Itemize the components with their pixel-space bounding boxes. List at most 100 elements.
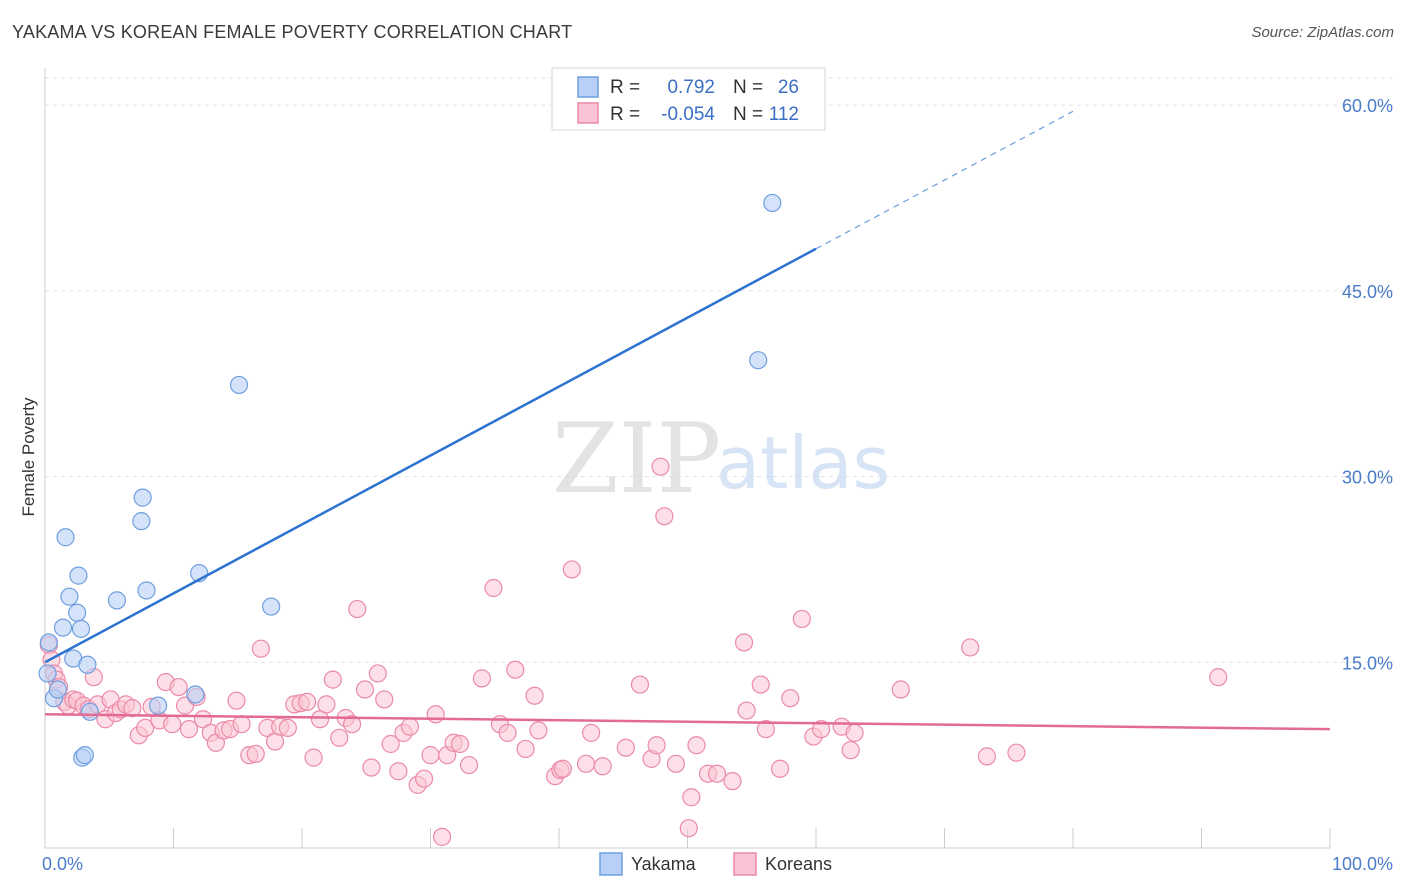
legend-korean-n-label: N = bbox=[733, 104, 763, 125]
korean-point-83 bbox=[576, 754, 596, 773]
korean-point-52 bbox=[343, 715, 362, 734]
trend-lines bbox=[44, 110, 1331, 731]
korean-point-34 bbox=[227, 691, 246, 710]
korean-point-37 bbox=[246, 744, 265, 764]
korean-point-61 bbox=[400, 717, 420, 736]
yakama-point-22 bbox=[229, 375, 249, 395]
korean-point-106 bbox=[812, 720, 831, 739]
watermark-zip: ZIP bbox=[552, 403, 721, 515]
korean-point-45 bbox=[298, 692, 317, 712]
korean-point-108 bbox=[841, 741, 860, 760]
y-tick-label-30: 30.0% bbox=[1342, 468, 1393, 488]
legend-yakama-swatch bbox=[577, 76, 599, 98]
korean-point-70 bbox=[459, 755, 479, 775]
bottom-legend-korean-swatch bbox=[733, 852, 757, 876]
yakama-point-0 bbox=[38, 664, 57, 683]
yakama-trend-extension bbox=[815, 110, 1074, 250]
korean-point-25 bbox=[169, 677, 188, 697]
korean-point-71 bbox=[472, 669, 491, 688]
korean-point-74 bbox=[498, 723, 517, 742]
korean-point-48 bbox=[317, 695, 336, 714]
y-tick-label-15: 15.0% bbox=[1342, 653, 1393, 673]
korean-point-101 bbox=[756, 720, 775, 739]
korean-point-82 bbox=[562, 560, 581, 579]
korean-point-77 bbox=[525, 686, 544, 705]
korean-point-98 bbox=[734, 633, 754, 652]
yakama-point-5 bbox=[56, 528, 75, 547]
korean-point-89 bbox=[647, 736, 666, 755]
chart-title: YAKAMA VS KOREAN FEMALE POVERTY CORRELAT… bbox=[12, 22, 573, 42]
korean-point-65 bbox=[426, 705, 445, 724]
korean-point-42 bbox=[278, 718, 297, 738]
korean-point-91 bbox=[655, 507, 674, 526]
yakama-point-3 bbox=[48, 680, 67, 699]
korean-point-20 bbox=[136, 718, 155, 738]
korean-trend-line bbox=[44, 713, 1331, 731]
bottom-legend: Yakama Koreans bbox=[599, 852, 832, 876]
x-tick-label-min: 0.0% bbox=[42, 854, 83, 874]
korean-point-18 bbox=[123, 698, 142, 718]
korean-point-109 bbox=[845, 723, 864, 742]
yakama-point-6 bbox=[60, 587, 79, 606]
legend-korean-r-label: R = bbox=[610, 104, 640, 125]
yakama-point-10 bbox=[71, 619, 91, 638]
korean-point-81 bbox=[553, 759, 572, 778]
korean-point-92 bbox=[666, 754, 686, 773]
yakama-point-19 bbox=[148, 696, 168, 715]
yakama-point-25 bbox=[763, 193, 782, 213]
yakama-point-9 bbox=[69, 566, 88, 585]
korean-point-110 bbox=[891, 680, 910, 699]
bottom-legend-yakama-swatch bbox=[599, 852, 623, 876]
yakama-trend-line bbox=[44, 247, 817, 664]
watermark-atlas: atlas bbox=[716, 421, 890, 505]
korean-point-96 bbox=[707, 764, 727, 783]
x-tick-label-max: 100.0% bbox=[1332, 854, 1393, 874]
korean-point-84 bbox=[582, 723, 601, 742]
yakama-point-23 bbox=[262, 597, 281, 616]
yakama-point-24 bbox=[749, 351, 768, 370]
korean-point-114 bbox=[1209, 668, 1228, 687]
gridlines bbox=[45, 77, 1395, 663]
y-tick-label-45: 45.0% bbox=[1342, 282, 1393, 302]
korean-series bbox=[39, 457, 1228, 846]
watermark: ZIP atlas bbox=[552, 403, 890, 515]
yakama-point-13 bbox=[78, 655, 97, 674]
korean-point-24 bbox=[163, 715, 182, 734]
y-tick-labels: 15.0% 30.0% 45.0% 60.0% bbox=[1342, 96, 1393, 673]
korean-point-115 bbox=[679, 819, 698, 838]
korean-point-76 bbox=[516, 739, 535, 759]
y-axis-label: Female Poverty bbox=[19, 397, 38, 517]
korean-point-75 bbox=[506, 660, 525, 679]
yakama-point-14 bbox=[80, 702, 100, 721]
y-tick-label-60: 60.0% bbox=[1342, 96, 1393, 116]
yakama-point-8 bbox=[68, 603, 87, 622]
korean-point-55 bbox=[362, 758, 381, 777]
korean-point-72 bbox=[484, 578, 503, 598]
yakama-point-15 bbox=[107, 591, 127, 610]
yakama-point-17 bbox=[133, 488, 152, 507]
legend-korean-swatch bbox=[577, 102, 599, 124]
korean-point-94 bbox=[687, 736, 706, 755]
korean-point-86 bbox=[616, 738, 635, 757]
legend: R = 0.792 N = 26 R = -0.054 N = 112 bbox=[551, 67, 826, 131]
legend-yakama-n-label: N = bbox=[733, 77, 763, 98]
korean-point-99 bbox=[737, 701, 756, 720]
korean-point-97 bbox=[723, 772, 742, 791]
korean-point-64 bbox=[421, 746, 440, 765]
korean-point-78 bbox=[529, 721, 548, 740]
bottom-legend-yakama-label: Yakama bbox=[631, 854, 697, 874]
korean-point-35 bbox=[232, 715, 251, 734]
korean-point-111 bbox=[961, 638, 980, 657]
yakama-point-4 bbox=[53, 618, 73, 637]
korean-point-102 bbox=[770, 759, 790, 778]
source-label: Source: ZipAtlas.com bbox=[1251, 24, 1394, 41]
korean-point-49 bbox=[323, 670, 342, 689]
legend-yakama-n-value: 26 bbox=[778, 77, 799, 98]
korean-point-46 bbox=[304, 748, 323, 767]
korean-point-63 bbox=[414, 769, 434, 788]
korean-point-87 bbox=[630, 675, 650, 694]
x-ticks bbox=[44, 828, 1331, 848]
legend-yakama-r-label: R = bbox=[610, 77, 640, 98]
yakama-series bbox=[38, 193, 782, 767]
